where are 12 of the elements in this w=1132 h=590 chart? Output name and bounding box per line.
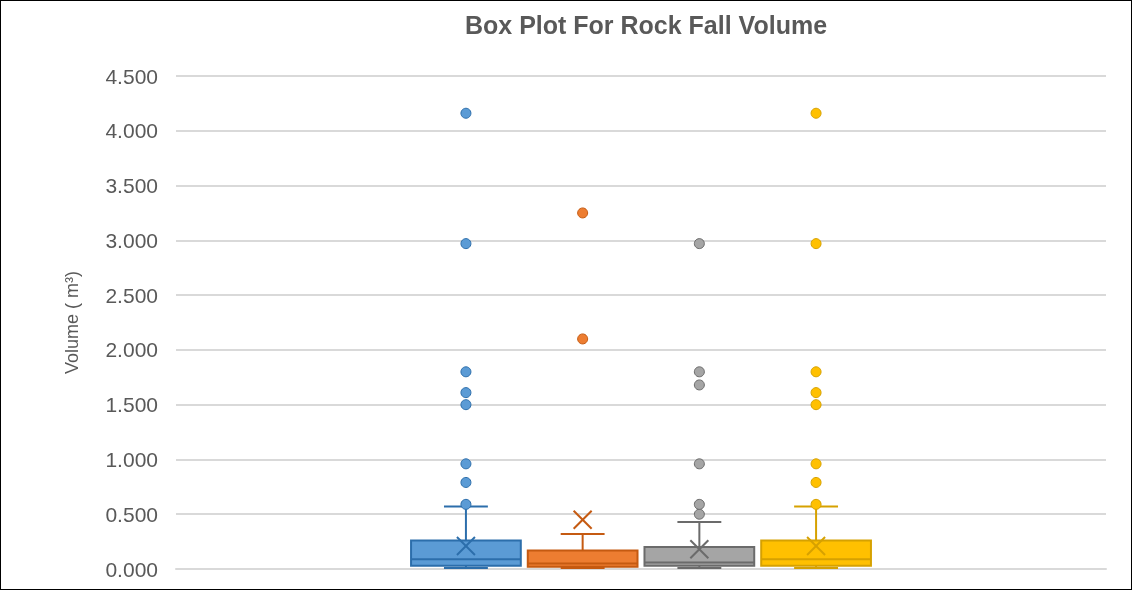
y-tick-label: 2.000 xyxy=(105,338,158,362)
y-tick-label: 1.000 xyxy=(105,447,158,471)
y-tick-label: 0.000 xyxy=(105,557,158,581)
y-tick-label: 4.500 xyxy=(105,64,158,88)
y-tick-label: 3.000 xyxy=(105,228,158,252)
chart-title: Box Plot For Rock Fall Volume xyxy=(464,10,828,39)
y-tick-label: 2.500 xyxy=(105,283,158,307)
y-tick-label: 0.500 xyxy=(105,502,158,526)
y-tick-label: 1.500 xyxy=(105,393,158,417)
y-tick-label: 4.000 xyxy=(105,119,158,143)
y-tick-label: 3.500 xyxy=(105,174,158,198)
y-axis-title: Volume ( m³) xyxy=(62,270,82,375)
